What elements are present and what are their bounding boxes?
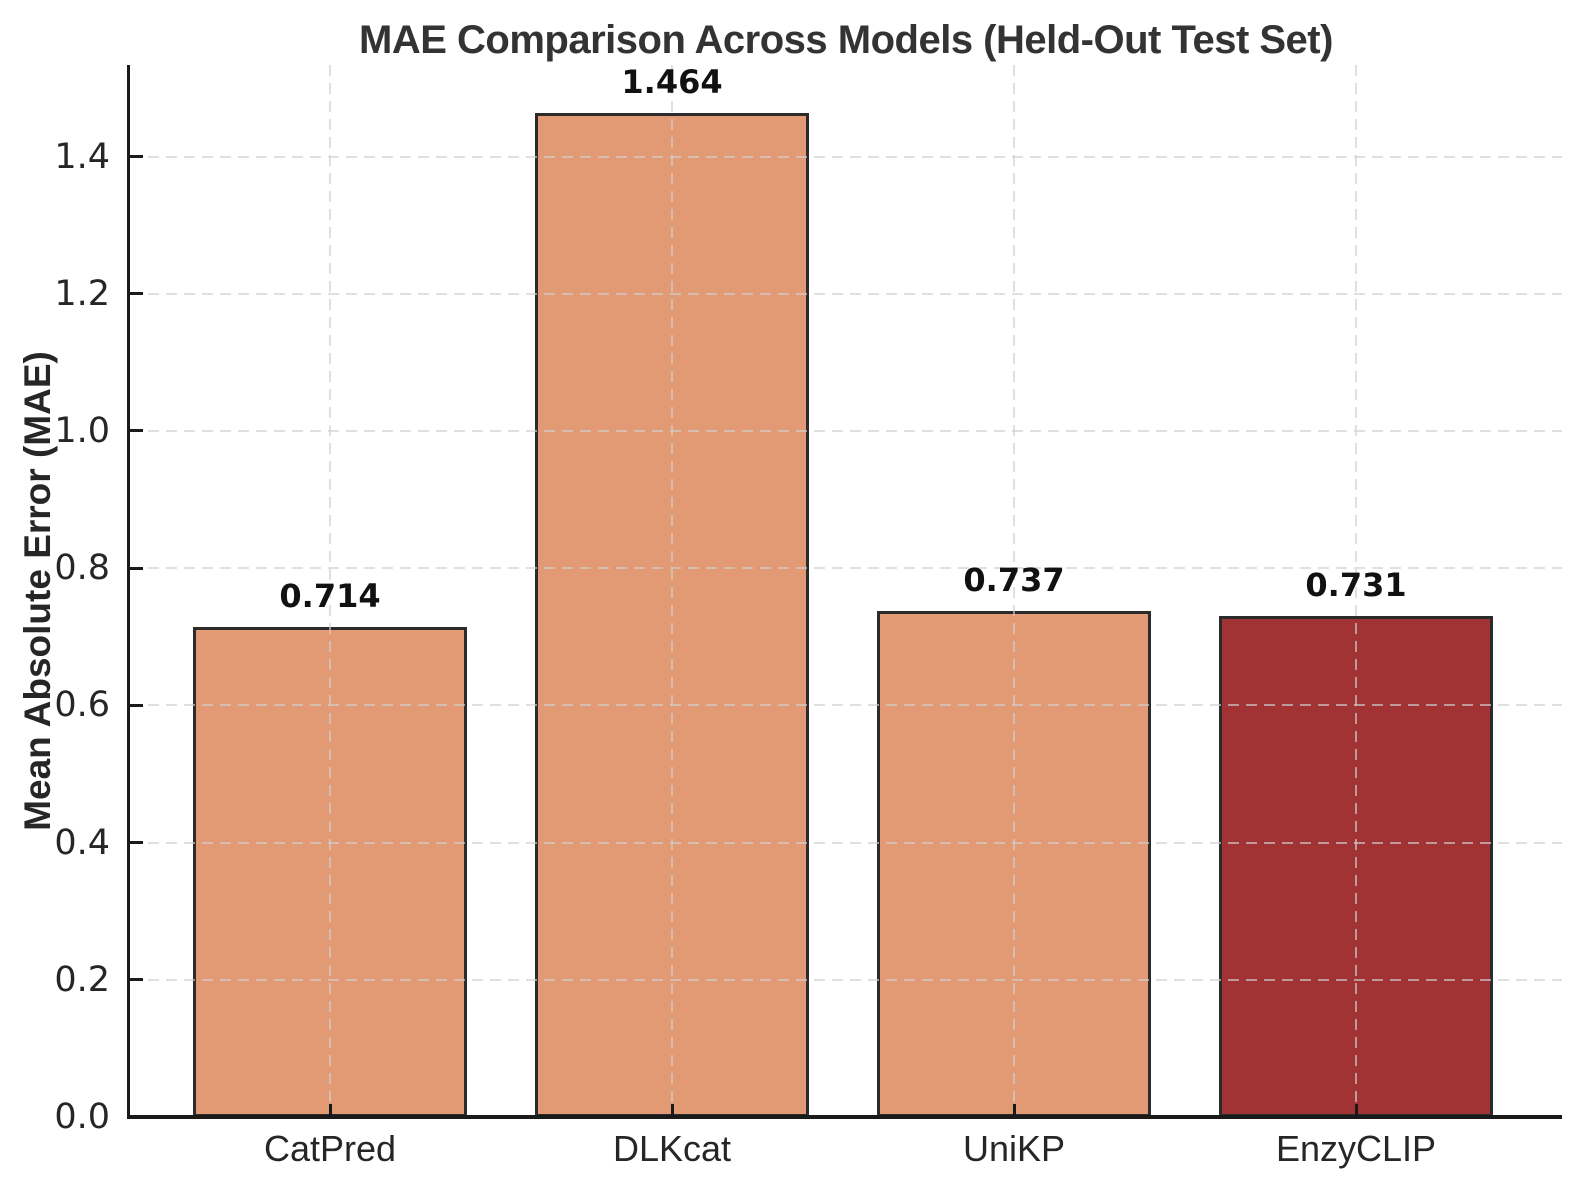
y-tick-label: 0.2 <box>54 959 110 1000</box>
y-tick-mark <box>130 703 143 707</box>
y-tick-label: 0.6 <box>54 685 110 726</box>
y-tick-label: 0.8 <box>54 548 110 589</box>
y-axis-spine <box>127 65 130 1119</box>
v-gridline <box>329 65 331 1117</box>
x-tick-label-enzyclip: EnzyCLIP <box>1275 1128 1437 1169</box>
v-gridline <box>1355 65 1357 1117</box>
y-tick-label: 1.4 <box>54 136 110 177</box>
v-gridline <box>1013 65 1015 1117</box>
y-tick-mark <box>130 1115 143 1119</box>
bar-value-label: 0.731 <box>1305 565 1407 604</box>
y-tick-mark <box>130 841 143 845</box>
y-tick-label: 0.4 <box>54 822 110 863</box>
h-gridline <box>130 841 1562 844</box>
y-tick-mark <box>130 978 143 982</box>
y-tick-mark <box>130 566 143 570</box>
y-tick-label: 0.0 <box>54 1097 110 1137</box>
chart-title: MAE Comparison Across Models (Held-Out T… <box>359 18 1333 62</box>
x-axis-spine <box>127 1115 1562 1119</box>
y-tick-mark <box>130 292 143 296</box>
h-gridline <box>130 429 1562 432</box>
y-tick-mark <box>130 155 143 159</box>
bar-value-label: 0.737 <box>963 561 1065 600</box>
x-tick-label-dlkcat: DLKcat <box>612 1128 732 1169</box>
x-tick-label-unikp: UniKP <box>962 1128 1066 1169</box>
h-gridline <box>130 978 1562 981</box>
v-gridline <box>671 65 673 1117</box>
h-gridline <box>130 704 1562 707</box>
h-gridline <box>130 292 1562 295</box>
y-tick-label: 1.2 <box>54 273 110 314</box>
y-tick-mark <box>130 429 143 433</box>
y-tick-label: 1.0 <box>54 410 110 451</box>
h-gridline <box>130 155 1562 158</box>
x-tick-label-catpred: CatPred <box>263 1128 397 1169</box>
bar-value-label: 0.714 <box>279 577 381 616</box>
bar-value-label: 1.464 <box>621 62 723 101</box>
x-tick-mark <box>328 1104 332 1117</box>
h-gridline <box>130 567 1562 570</box>
x-tick-mark <box>1012 1104 1016 1117</box>
x-tick-mark <box>1354 1104 1358 1117</box>
x-tick-mark <box>670 1104 674 1117</box>
